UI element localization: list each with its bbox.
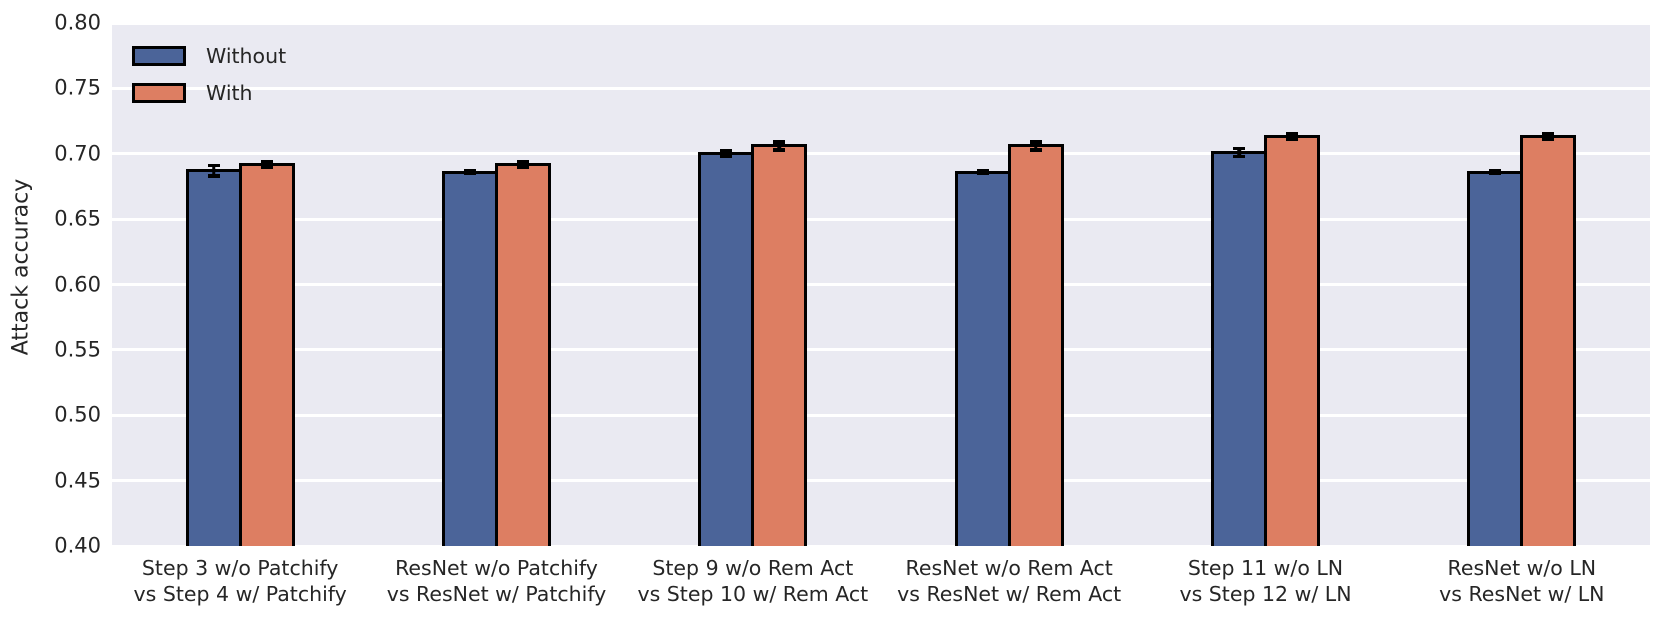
y-tick-label: 0.55 xyxy=(54,337,101,362)
error-bar-cap-top xyxy=(1029,140,1042,144)
error-bar-cap-top xyxy=(464,168,476,173)
bar-with-group-6 xyxy=(1520,135,1577,546)
error-bar-with-group-3 xyxy=(777,141,782,150)
error-bar-cap-bottom xyxy=(517,165,529,169)
error-bar-without-group-5 xyxy=(1237,148,1241,157)
y-tick-label: 0.70 xyxy=(54,141,101,166)
x-tick-label-line: ResNet w/o Patchify xyxy=(395,556,598,580)
bar-with-group-4 xyxy=(1007,144,1064,546)
gridline-y-0.80 xyxy=(112,21,1650,25)
legend: Without With xyxy=(132,37,286,111)
x-tick-label-line: vs ResNet w/ LN xyxy=(1439,582,1605,606)
gridline-y-0.60 xyxy=(112,283,1650,286)
error-bar-cap-bottom xyxy=(207,174,220,178)
error-bar-cap-bottom xyxy=(1542,137,1555,142)
x-tick-label-line: ResNet w/o LN xyxy=(1447,556,1597,580)
gridline-y-0.65 xyxy=(112,217,1650,221)
error-bar-cap-top xyxy=(976,168,989,173)
error-bar-without-group-1 xyxy=(211,165,216,176)
error-bar-cap-top xyxy=(260,159,273,164)
legend-item-with: With xyxy=(132,74,286,111)
error-bar-cap-bottom xyxy=(1029,148,1042,152)
gridline-y-0.45 xyxy=(112,479,1650,483)
gridline-y-0.75 xyxy=(112,86,1650,90)
y-tick-label: 0.60 xyxy=(54,272,101,296)
bar-with-group-2 xyxy=(495,162,551,546)
x-tick-label-line: Step 11 w/o LN xyxy=(1187,556,1344,580)
error-bar-cap-top xyxy=(1489,168,1502,173)
bar-without-group-3 xyxy=(698,152,755,546)
bar-with-group-5 xyxy=(1264,135,1320,546)
x-tick-label-line: ResNet w/o Rem Act xyxy=(905,556,1113,580)
y-tick-label: 0.40 xyxy=(54,533,101,558)
bar-without-group-5 xyxy=(1211,150,1267,546)
x-tick-label-line: vs Step 10 w/ Rem Act xyxy=(637,582,869,606)
error-bar-with-group-1 xyxy=(264,161,269,167)
plot-area: Without With xyxy=(112,21,1650,548)
x-tick-label-group-6: ResNet w/o LN vs ResNet w/ LN xyxy=(1439,555,1604,607)
error-bar-with-group-6 xyxy=(1546,134,1551,140)
x-tick-label-line: vs ResNet w/ Rem Act xyxy=(897,582,1122,606)
bar-without-group-1 xyxy=(185,169,242,546)
bar-without-group-2 xyxy=(442,170,498,546)
legend-label-with: With xyxy=(206,80,253,105)
error-bar-cap-top xyxy=(207,163,220,168)
error-bar-cap-top xyxy=(773,140,786,144)
x-tick-label-group-4: ResNet w/o Rem Act vs ResNet w/ Rem Act xyxy=(897,555,1121,607)
y-axis-label: Attack accuracy xyxy=(8,178,34,356)
error-bar-cap-top xyxy=(1286,132,1298,136)
error-bar-with-group-5 xyxy=(1290,134,1294,140)
error-bar-cap-top xyxy=(1233,146,1245,151)
x-tick-label-group-2: ResNet w/o Patchify vs ResNet w/ Patchify xyxy=(387,555,607,607)
y-tick-label: 0.75 xyxy=(54,75,101,100)
x-tick-label-line: vs Step 4 w/ Patchify xyxy=(133,582,347,606)
error-bar-with-group-2 xyxy=(521,161,525,167)
y-tick-label: 0.45 xyxy=(54,468,101,493)
y-tick-label: 0.65 xyxy=(54,206,101,231)
error-bar-without-group-3 xyxy=(724,151,729,157)
error-bar-cap-top xyxy=(720,149,733,153)
error-bar-cap-top xyxy=(1542,132,1555,136)
error-bar-cap-bottom xyxy=(260,165,273,169)
error-bar-with-group-4 xyxy=(1033,141,1038,150)
x-tick-label-line: vs Step 12 w/ LN xyxy=(1179,582,1352,606)
error-bar-cap-top xyxy=(517,159,529,164)
error-bar-cap-bottom xyxy=(1233,154,1245,159)
bar-without-group-4 xyxy=(954,170,1011,546)
error-bar-cap-bottom xyxy=(773,148,786,152)
bar-with-group-1 xyxy=(238,162,295,546)
gridline-y-0.70 xyxy=(112,152,1650,156)
y-tick-label: 0.80 xyxy=(54,10,101,35)
x-tick-label-line: Step 3 w/o Patchify xyxy=(141,556,339,580)
error-bar-cap-bottom xyxy=(976,171,989,176)
error-bar-cap-bottom xyxy=(464,171,476,176)
legend-swatch-with xyxy=(132,82,186,103)
bar-with-group-3 xyxy=(751,144,808,546)
y-tick-label: 0.50 xyxy=(54,402,101,427)
gridline-y-0.40 xyxy=(112,544,1650,548)
legend-swatch-without xyxy=(132,45,186,66)
x-tick-label-group-3: Step 9 w/o Rem Act vs Step 10 w/ Rem Act xyxy=(637,555,868,607)
error-bar-cap-bottom xyxy=(720,154,733,159)
x-tick-label-group-5: Step 11 w/o LN vs Step 12 w/ LN xyxy=(1179,555,1351,607)
x-tick-label-line: Step 9 w/o Rem Act xyxy=(652,556,854,580)
x-tick-label-group-1: Step 3 w/o Patchify vs Step 4 w/ Patchify xyxy=(134,555,347,607)
x-tick-label-line: vs ResNet w/ Patchify xyxy=(386,582,607,606)
error-bar-cap-bottom xyxy=(1489,171,1502,176)
legend-label-without: Without xyxy=(206,43,287,68)
bar-without-group-6 xyxy=(1467,170,1524,546)
legend-item-without: Without xyxy=(132,37,286,74)
error-bar-cap-bottom xyxy=(1286,137,1298,142)
gridline-y-0.55 xyxy=(112,348,1650,352)
gridline-y-0.50 xyxy=(112,413,1650,417)
